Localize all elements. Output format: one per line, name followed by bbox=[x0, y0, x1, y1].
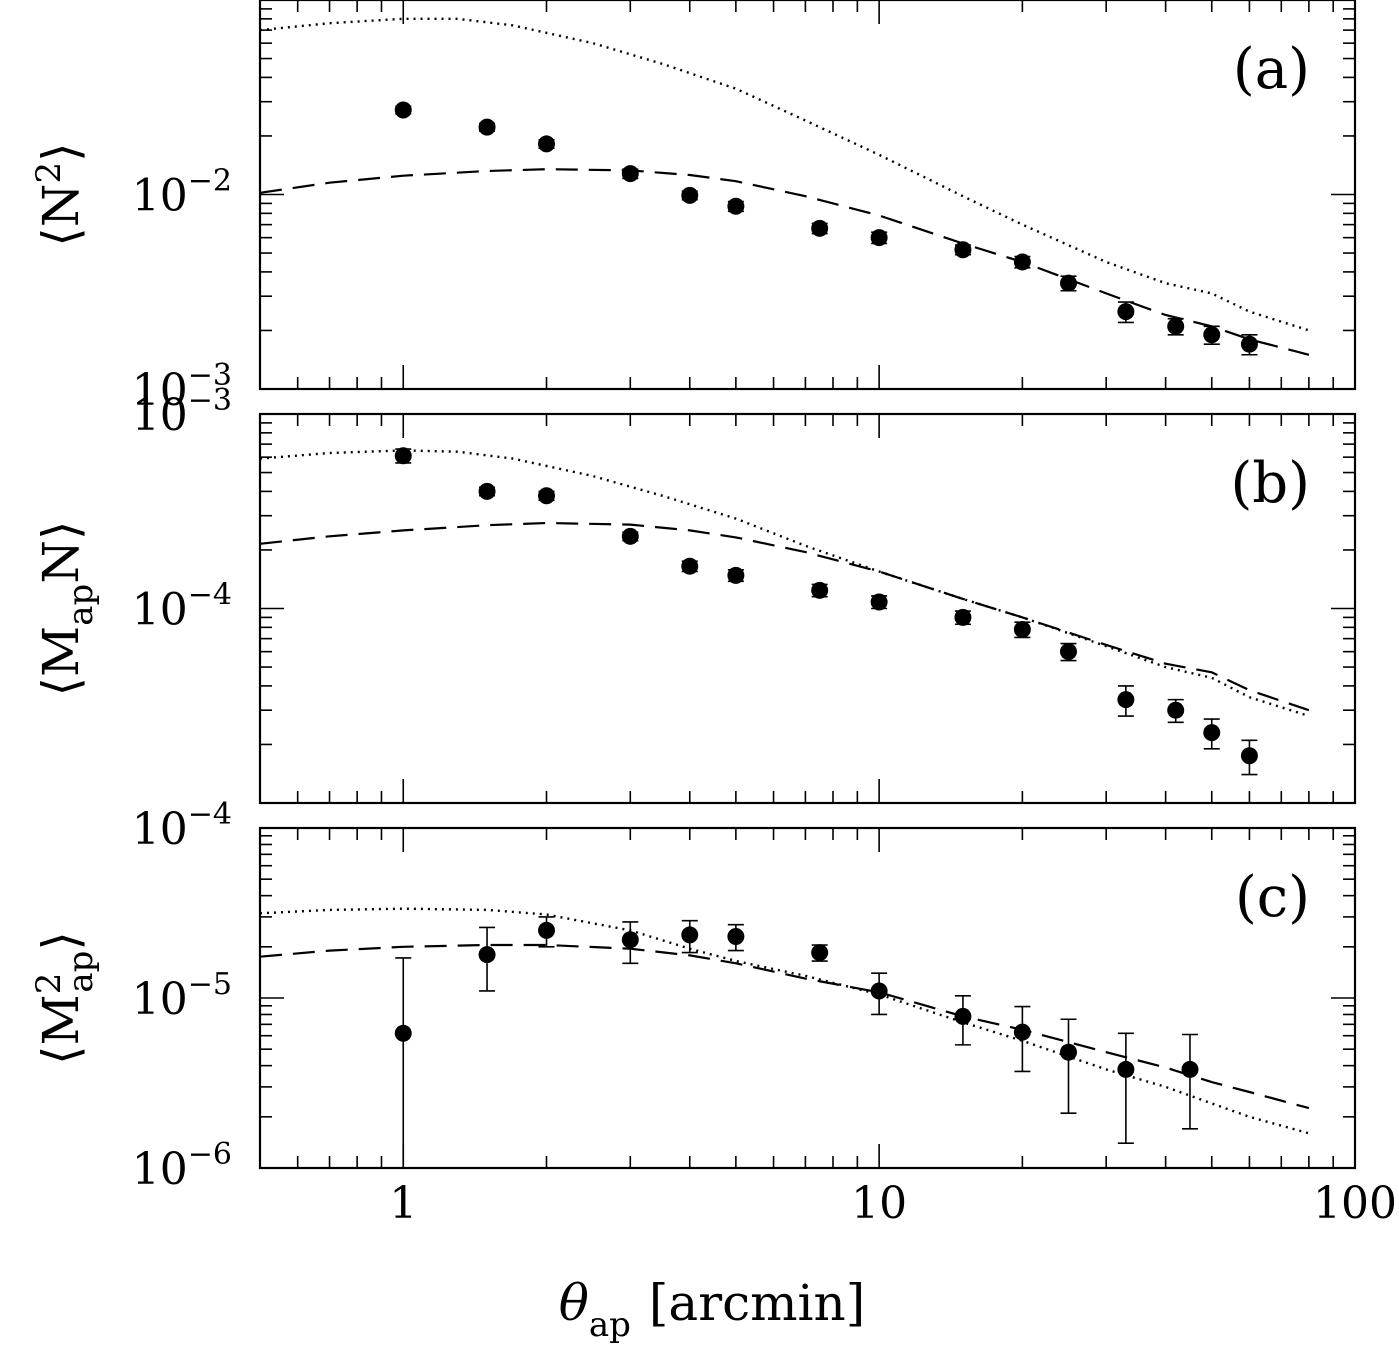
data-point bbox=[1203, 724, 1221, 742]
data-point bbox=[681, 186, 699, 204]
x-tick-label: 100 bbox=[1313, 1178, 1397, 1229]
y-axis-label: ⟨MapN⟩ bbox=[32, 520, 101, 696]
y-tick-label: 10−4 bbox=[132, 797, 232, 855]
y-tick-label: 10−3 bbox=[132, 358, 232, 416]
panel-b: 10−3 10−4 (b) ⟨MapN⟩ bbox=[32, 383, 1357, 805]
data-point bbox=[1203, 326, 1221, 344]
data-point bbox=[1240, 335, 1258, 353]
data-point bbox=[727, 197, 745, 215]
dotted-model-curve bbox=[260, 17, 1310, 332]
data-point bbox=[1117, 691, 1135, 709]
panel-label: (b) bbox=[1230, 451, 1310, 516]
data-point bbox=[621, 931, 639, 949]
data-point bbox=[478, 118, 496, 136]
data-point bbox=[1059, 1043, 1077, 1061]
data-point bbox=[1013, 620, 1031, 638]
plot-frame bbox=[258, 412, 1357, 805]
x-axis-subscript: ap bbox=[589, 1305, 631, 1345]
data-point bbox=[811, 944, 829, 962]
data-point bbox=[681, 926, 699, 944]
x-axis-unit: [arcmin] bbox=[649, 1274, 865, 1332]
panel-label: (c) bbox=[1235, 865, 1310, 930]
data-point bbox=[870, 229, 888, 247]
data-point bbox=[811, 581, 829, 599]
data-point bbox=[1117, 1060, 1135, 1078]
x-tick-label: 10 bbox=[851, 1178, 907, 1229]
data-point bbox=[394, 447, 412, 465]
data-point bbox=[870, 593, 888, 611]
x-axis-symbol: θ bbox=[559, 1274, 589, 1332]
y-tick-label: 10−2 bbox=[132, 164, 232, 222]
panel-label: (a) bbox=[1233, 37, 1310, 102]
dotted-model-curve bbox=[260, 907, 1310, 1135]
data-point bbox=[1059, 274, 1077, 292]
x-axis-label: θap [arcmin] bbox=[559, 1274, 866, 1345]
data-point bbox=[394, 101, 412, 119]
data-point bbox=[1167, 317, 1185, 335]
data-point bbox=[954, 241, 972, 259]
data-point bbox=[1059, 643, 1077, 661]
x-tick-label: 1 bbox=[389, 1178, 417, 1229]
svg-text:θap[arcmin]: θap [arcmin] bbox=[559, 1274, 866, 1345]
y-tick-label: 10−6 bbox=[132, 1137, 232, 1195]
data-point bbox=[538, 487, 556, 505]
y-tick-label: 10−3 bbox=[132, 383, 232, 441]
data-point bbox=[954, 608, 972, 626]
data-point bbox=[727, 928, 745, 946]
y-axis-label: ⟨M2ap⟩ bbox=[29, 931, 101, 1065]
dashed-model-curve bbox=[260, 521, 1310, 712]
data-point bbox=[681, 557, 699, 575]
panel-a: 10−3 10−2 (a) ⟨N2⟩ bbox=[29, 0, 1357, 416]
dashed-model-curve bbox=[260, 943, 1310, 1110]
data-point bbox=[621, 527, 639, 545]
panel-c: 10−4 10−5 10−6 (c) ⟨M2ap⟩ 1 10 100 bbox=[29, 797, 1397, 1229]
data-point bbox=[811, 219, 829, 237]
data-point bbox=[394, 1024, 412, 1042]
plot-frame bbox=[258, 0, 1357, 391]
data-point bbox=[538, 921, 556, 939]
y-axis-label: ⟨N2⟩ bbox=[29, 142, 90, 246]
data-point bbox=[1240, 747, 1258, 765]
data-point bbox=[1167, 701, 1185, 719]
dashed-model-curve bbox=[260, 168, 1310, 356]
data-point bbox=[1117, 303, 1135, 321]
data-point bbox=[621, 165, 639, 183]
data-point bbox=[870, 982, 888, 1000]
dotted-model-curve bbox=[260, 449, 1310, 718]
data-point bbox=[727, 566, 745, 584]
data-point bbox=[538, 135, 556, 153]
y-tick-label: 10−5 bbox=[132, 967, 232, 1025]
y-tick-label: 10−4 bbox=[132, 578, 232, 636]
data-point bbox=[478, 946, 496, 964]
data-point bbox=[478, 482, 496, 500]
